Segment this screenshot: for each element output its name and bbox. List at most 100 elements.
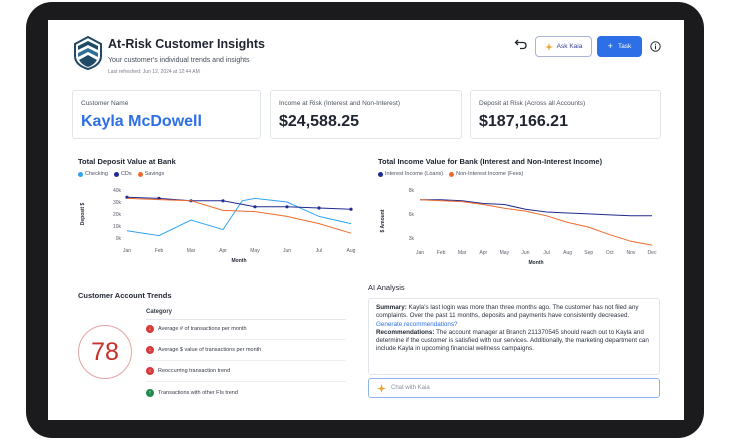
recommendations-text: The account manager at Branch 211370545 … [376, 328, 649, 353]
customer-name-label: Customer Name [81, 100, 129, 107]
x-tick-label: Apr [479, 250, 487, 256]
trend-label: Average # of transactions per month [158, 326, 247, 332]
income-chart: 8k 6k 3k $ Amount Jan Feb Mar Apr May Jun Jul Aug Se… [380, 188, 657, 266]
x-tick-label: Jan [416, 250, 424, 256]
arrow-up-icon: ↑ [146, 388, 154, 397]
y-tick-label: 0k [116, 236, 122, 242]
income-chart-legend: Interest Income (Loans) Non-Interest Inc… [378, 171, 523, 177]
category-header: Category [146, 309, 346, 320]
legend-item-cds: CDs [113, 171, 132, 177]
x-tick-label: Oct [606, 250, 614, 256]
legend-swatch [137, 171, 143, 177]
sparkle-icon [544, 42, 553, 51]
legend-swatch [449, 171, 455, 177]
income-chart-title: Total Income Value for Bank (Interest an… [378, 157, 603, 166]
y-tick-label: 10k [113, 224, 122, 230]
income-at-risk-label: Income at Risk (Interest and Non-Interes… [279, 100, 401, 107]
x-tick-label: Mar [458, 250, 467, 256]
trend-row[interactable]: ↑ Transactions with other FIs trend [146, 382, 346, 403]
deposit-at-risk-label: Deposit at Risk (Across all Accounts) [479, 100, 586, 107]
series-line-savings [126, 197, 352, 234]
deposit-chart-legend: Checking CDs Savings [78, 171, 164, 177]
deposit-at-risk-card: Deposit at Risk (Across all Accounts) $1… [470, 90, 661, 139]
trend-label: Average $ value of transactions per mont… [158, 347, 262, 353]
x-axis-label: Month [529, 260, 544, 266]
chat-placeholder: Chat with Kaia [391, 385, 430, 391]
info-icon[interactable] [650, 41, 661, 52]
y-tick-label: 6k [409, 212, 415, 218]
legend-item-interest: Interest Income (Loans) [378, 171, 443, 177]
series-line-checking [126, 197, 352, 237]
y-tick-label: 40k [113, 188, 122, 194]
task-label: Task [617, 43, 632, 50]
arrow-down-icon: ↓ [146, 325, 154, 333]
x-tick-label: Jul [316, 248, 322, 254]
legend-item-checking: Checking [78, 171, 108, 177]
income-at-risk-card: Income at Risk (Interest and Non-Interes… [270, 90, 462, 139]
legend-item-non-interest: Non-Interest Income (Fees) [449, 171, 523, 177]
x-tick-label: Nov [626, 250, 635, 256]
account-trends-title: Customer Account Trends [78, 291, 172, 300]
x-tick-label: May [250, 248, 260, 254]
trend-row[interactable]: ↓ Reoccurring transaction trend [146, 361, 346, 382]
legend-label: Interest Income (Loans) [385, 171, 444, 177]
legend-label: Savings [144, 171, 165, 177]
shield-logo-icon [74, 36, 102, 70]
arrow-down-icon: ↓ [146, 367, 154, 375]
summary-text: Kayla's last login was more than three m… [376, 304, 639, 320]
x-tick-label: Jun [283, 248, 291, 254]
legend-label: Non-Interest Income (Fees) [456, 171, 524, 177]
y-tick-label: 8k [409, 188, 415, 194]
legend-label: Checking [85, 171, 108, 177]
x-tick-label: Feb [437, 250, 446, 256]
x-tick-label: Aug [347, 248, 356, 254]
trend-row[interactable]: ↓ Average $ value of transactions per mo… [146, 340, 346, 361]
add-task-button[interactable]: + Task [597, 36, 642, 57]
customer-name-value[interactable]: Kayla McDowell [81, 113, 202, 130]
deposit-at-risk-value: $187,166.21 [479, 113, 568, 130]
legend-swatch [113, 171, 119, 177]
chat-input[interactable]: Chat with Kaia [368, 378, 660, 398]
x-tick-label: Aug [563, 250, 572, 256]
data-point [285, 205, 289, 209]
x-axis-label: Month [232, 258, 247, 264]
legend-swatch [378, 171, 383, 177]
data-point [349, 207, 353, 211]
income-at-risk-value: $24,588.25 [279, 113, 360, 130]
ai-analysis-title: AI Analysis [368, 283, 405, 292]
y-tick-label: 30k [113, 200, 122, 206]
legend-swatch [78, 171, 83, 177]
x-tick-label: Jun [521, 250, 529, 256]
data-point [221, 199, 225, 203]
deposit-chart-title: Total Deposit Value at Bank [78, 157, 176, 166]
deposit-chart: 40k 30k 20k 10k 0k Deposit $ Jan Feb Mar Apr May Ju… [80, 188, 356, 264]
summary-label: Summary: [376, 304, 407, 311]
ask-kaia-button[interactable]: Ask Kaia [535, 36, 592, 57]
y-axis-label: $ Amount [380, 209, 386, 232]
x-tick-label: May [500, 250, 510, 256]
ai-analysis-box: Summary: Kayla's last login was more tha… [368, 298, 660, 375]
undo-icon[interactable] [514, 37, 528, 51]
y-axis-label: Deposit $ [80, 203, 86, 226]
sparkle-icon [377, 383, 386, 393]
x-tick-label: Dec [648, 250, 657, 256]
x-tick-label: Mar [187, 248, 196, 254]
x-tick-label: Jul [543, 250, 549, 256]
data-point [317, 206, 321, 210]
x-tick-label: Feb [155, 248, 164, 254]
legend-item-savings: Savings [137, 171, 165, 177]
series-line [420, 199, 652, 217]
generate-recommendations-link[interactable]: Generate recommendations? [376, 320, 458, 328]
series-line [419, 199, 653, 246]
trend-row[interactable]: ↓ Average # of transactions per month [146, 319, 346, 340]
plus-icon: + [607, 41, 613, 51]
x-tick-label: Apr [219, 248, 227, 254]
risk-score: 78 [78, 325, 132, 379]
ask-kaia-label: Ask Kaia [556, 43, 583, 50]
trend-label: Transactions with other FIs trend [158, 389, 238, 396]
page-subtitle: Your customer's individual trends and in… [108, 57, 250, 64]
x-tick-label: Jan [123, 248, 131, 254]
trend-label: Reoccurring transaction trend [158, 368, 231, 374]
app-screen: At-Risk Customer Insights Your customer'… [48, 20, 684, 420]
last-refreshed: Last refreshed: Jun 12, 2024 at 12:44 AM [108, 69, 200, 75]
